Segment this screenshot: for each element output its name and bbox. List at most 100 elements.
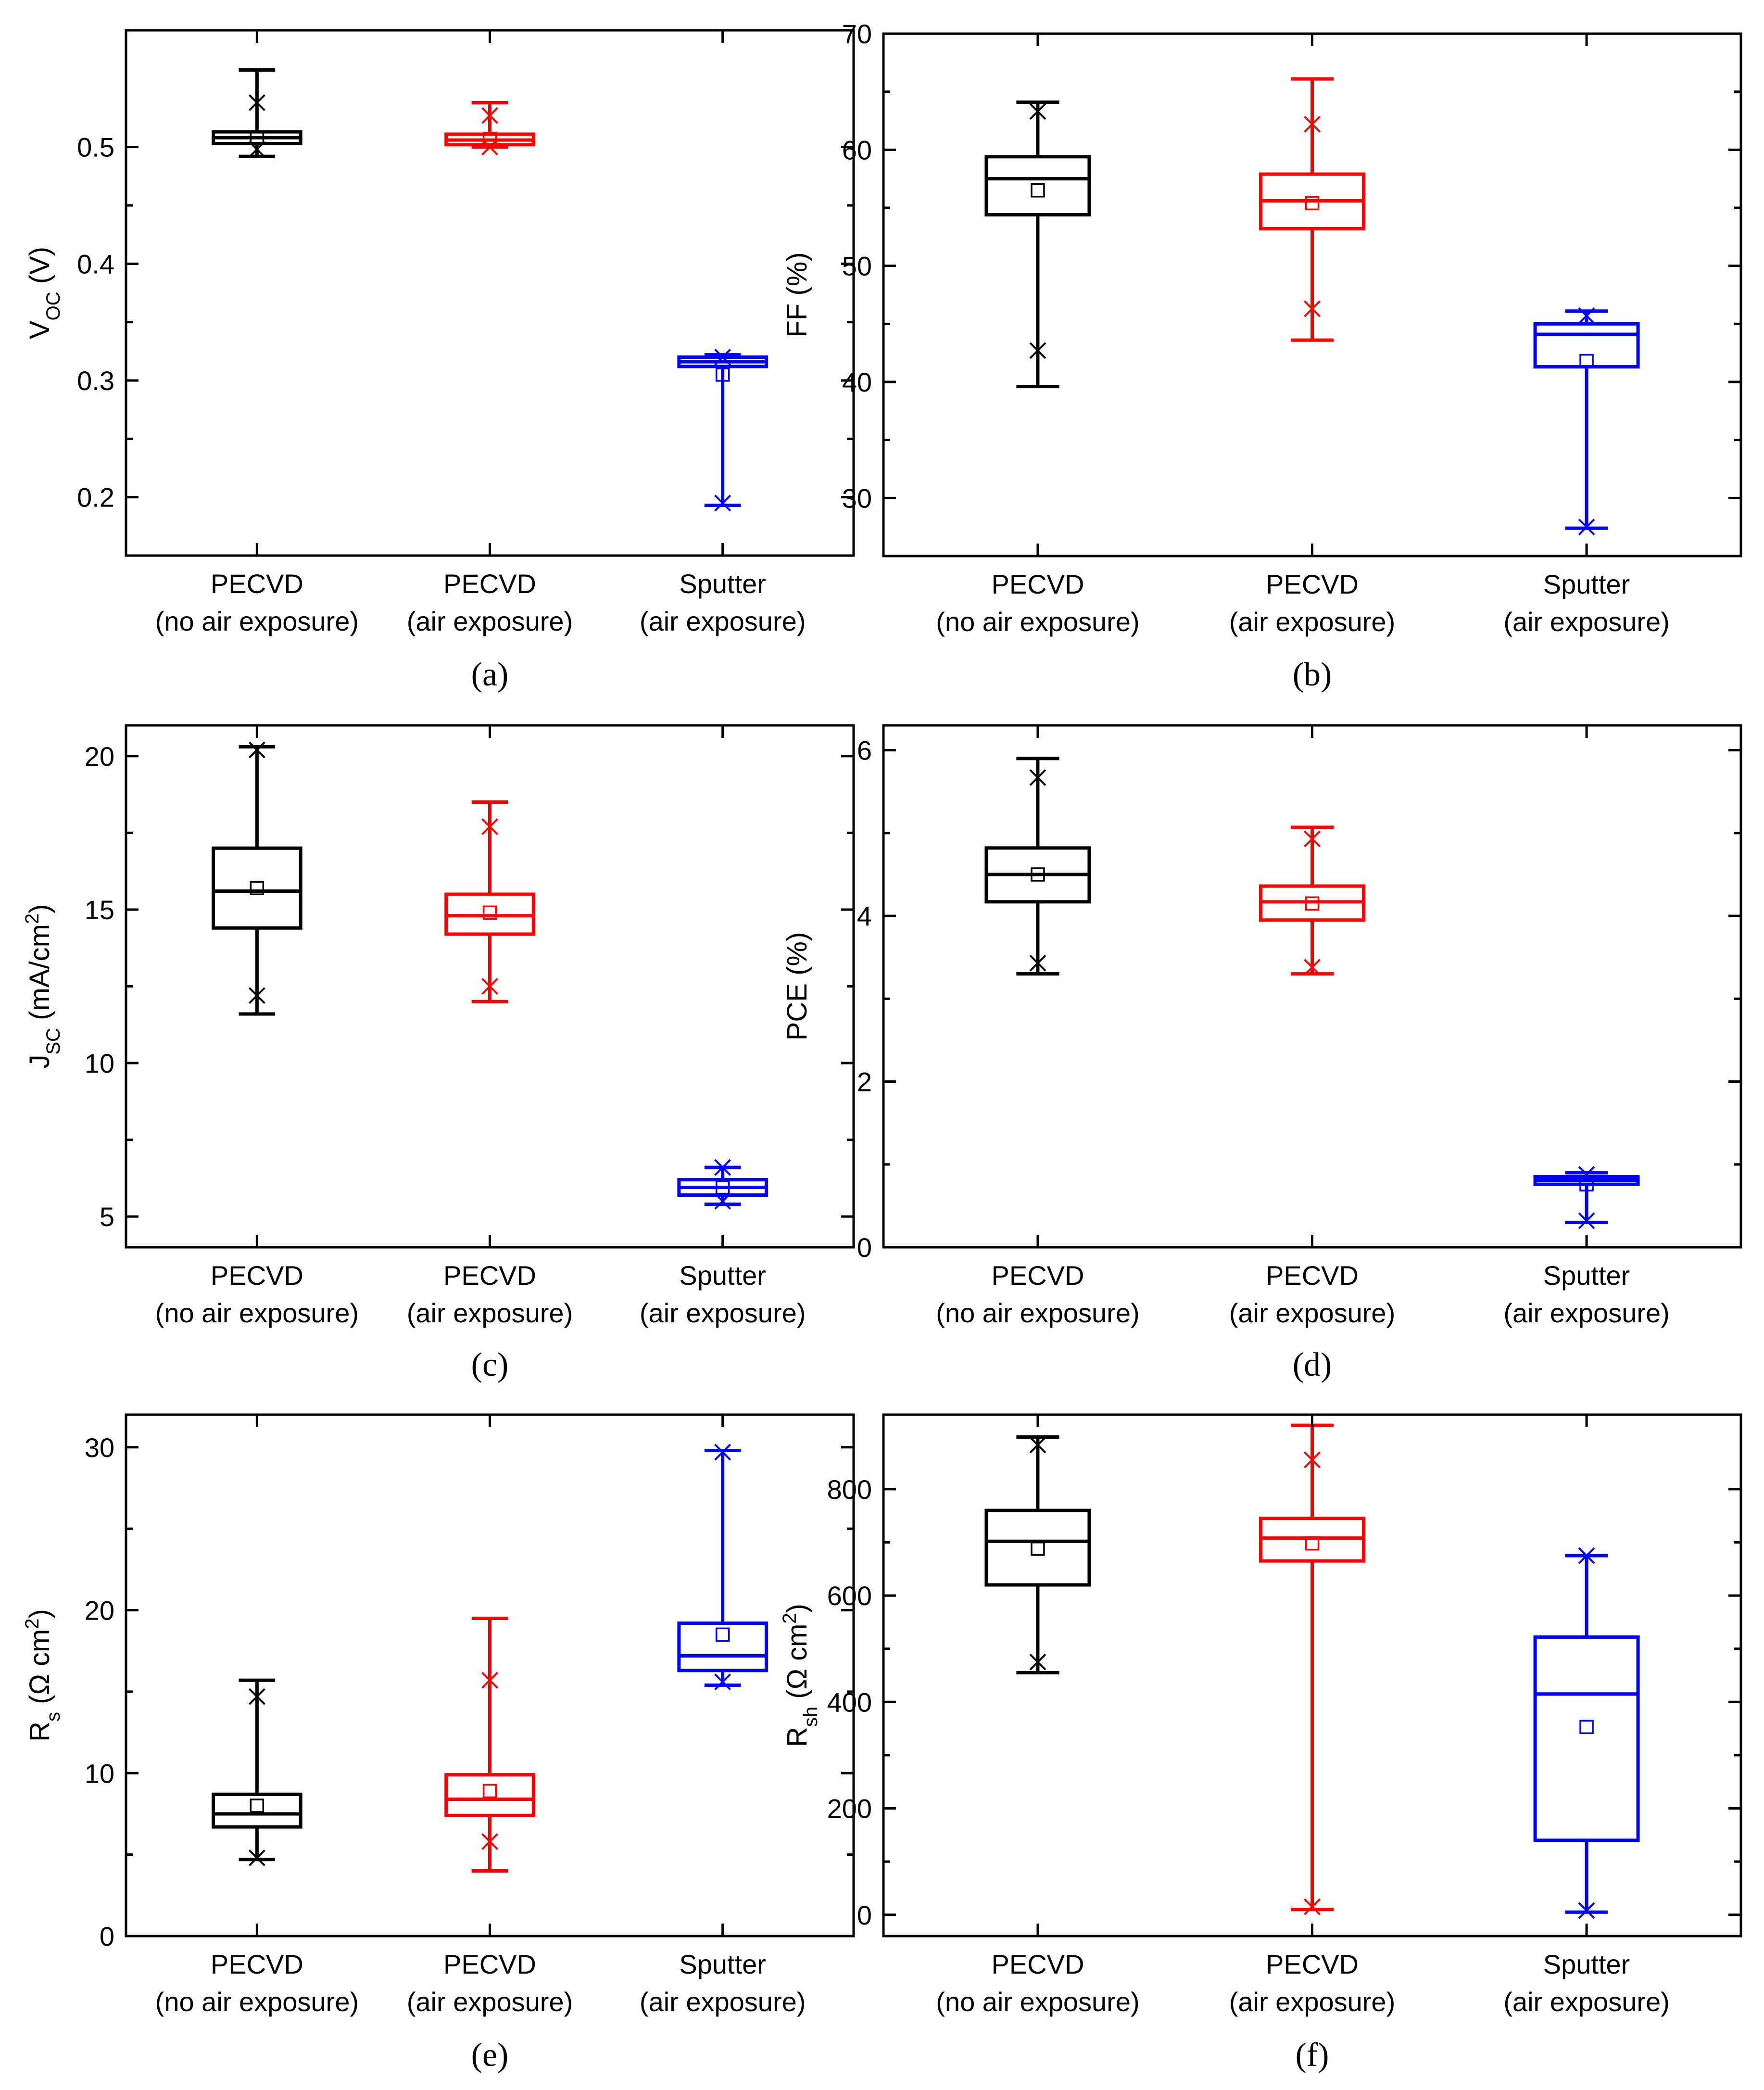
chart-panel-a: 0.2 0.3 0.4 0.5 VOC (V) PECVD (no air exposure… [24,29,855,693]
y-axis-label: FF (%) [781,252,813,337]
y-axis-label: Rsh (Ω cm2) [779,1604,821,1747]
panel-label: (b) [1293,656,1332,693]
category-label-line1: Sputter [1543,1949,1630,1979]
box-1 [984,757,1091,976]
mean-marker [482,1784,497,1799]
box-1 [984,1435,1091,1674]
y-tick-label: 10 [85,1048,114,1078]
category-label-line2: (air exposure) [1229,1987,1395,2017]
category-label-line1: PECVD [443,1949,536,1979]
category-label-line1: PECVD [211,1949,303,1979]
y-axis-label-superscript: 2 [22,913,43,924]
y-axis-label-close: ) [24,904,55,913]
iqr-box [1533,1635,1640,1842]
y-tick-label: 0.3 [77,366,114,396]
category-label-line2: (no air exposure) [936,1987,1139,2017]
percentile-1-marker [481,1833,498,1850]
category-label-line2: (no air exposure) [155,1987,359,2017]
y-tick-label: 40 [842,367,872,397]
percentile-1-marker [1578,1212,1595,1229]
category-label-line2: (air exposure) [407,1987,573,2017]
mean-marker [482,131,497,146]
iqr-box [212,1792,302,1829]
category-label-line2: (air exposure) [640,1298,806,1328]
y-axis-label: JSC (mA/cm2) [22,904,64,1068]
category-label-line2: (air exposure) [640,606,806,636]
percentile-1-marker [1578,519,1595,536]
y-tick-label: 30 [85,1432,114,1463]
percentile-99-marker [714,349,731,366]
percentile-1-marker [248,1849,265,1866]
box-1 [212,741,302,1016]
percentile-1-marker [1029,342,1046,359]
mean-marker [250,130,265,145]
percentile-1-marker [248,987,265,1004]
y-tick-label: 400 [827,1687,872,1717]
y-tick-label: 600 [827,1581,872,1611]
chart-panel-f: 0 200 400 600 800 Rsh (Ω cm2) PECVD (no air exp… [779,1413,1742,2074]
category-label-line1: Sputter [1543,1260,1630,1291]
percentile-1-marker [1304,1898,1321,1915]
percentile-99-marker [481,1672,498,1689]
percentile-1-marker [714,1673,731,1690]
box-2 [1259,825,1365,976]
y-tick-label: 70 [842,19,872,49]
y-tick-label: 200 [827,1794,872,1824]
y-tick-label: 20 [85,1596,114,1626]
category-label-line2: (air exposure) [1503,1298,1669,1328]
mean-marker [1305,1536,1320,1551]
category-label-line1: PECVD [991,1260,1084,1291]
y-tick-label: 0.5 [77,132,114,163]
category-label-line2: (no air exposure) [936,607,1139,637]
y-tick-label: 0.4 [77,249,114,279]
category-label-line1: PECVD [991,1949,1084,1979]
category-label-line1: PECVD [443,569,536,599]
box-3 [1533,1166,1640,1229]
percentile-1-marker [1304,300,1321,317]
mean-marker [715,1627,730,1642]
y-tick-label: 30 [842,483,872,513]
percentile-99-marker [1304,1451,1321,1469]
mean-marker [250,1799,265,1813]
y-axis-label-unit: (mA/cm [24,924,55,1028]
y-tick-label: 0 [100,1921,114,1951]
percentile-1-marker [481,978,498,995]
panel-label: (c) [471,1346,509,1383]
iqr-box [677,1621,768,1672]
percentile-99-marker [248,94,265,111]
percentile-1-marker [481,139,498,156]
y-axis-label-unit: (Ω cm [24,1629,55,1712]
y-tick-label: 15 [85,895,114,925]
category-label-line2: (air exposure) [1503,1987,1669,2017]
y-tick-label: 0.2 [77,482,114,513]
category-label-line2: (no air exposure) [155,1298,359,1328]
y-axis-label-superscript: 2 [22,1618,43,1629]
mean-marker [1031,183,1045,198]
mean-marker [1031,1541,1045,1556]
percentile-1-marker [248,141,265,158]
percentile-99-marker [248,741,265,759]
iqr-box [444,1773,535,1817]
y-tick-label: 50 [842,251,872,281]
percentile-99-marker [248,1688,265,1705]
iqr-box [1533,322,1640,369]
y-tick-label: 4 [857,901,872,931]
box-2 [444,1616,535,1873]
y-axis-label-unit: (Ω cm [781,1624,813,1707]
percentile-99-marker [1029,103,1046,120]
mean-marker [1579,1177,1594,1191]
percentile-99-marker [1304,830,1321,848]
box-3 [1533,307,1640,536]
box-3 [677,1444,768,1690]
y-axis-label-main: R [24,1722,55,1742]
mean-marker [1305,896,1320,911]
y-tick-label: 10 [85,1758,114,1788]
category-label-line1: Sputter [679,1949,766,1979]
y-tick-label: 20 [85,741,114,772]
y-tick-label: 60 [842,135,872,165]
chart-panel-b: 30 40 50 60 70 FF (%) PECVD (no air exposure) PE… [781,19,1742,693]
category-label-line1: PECVD [1266,1949,1359,1979]
category-label-line2: (air exposure) [1229,1298,1395,1328]
